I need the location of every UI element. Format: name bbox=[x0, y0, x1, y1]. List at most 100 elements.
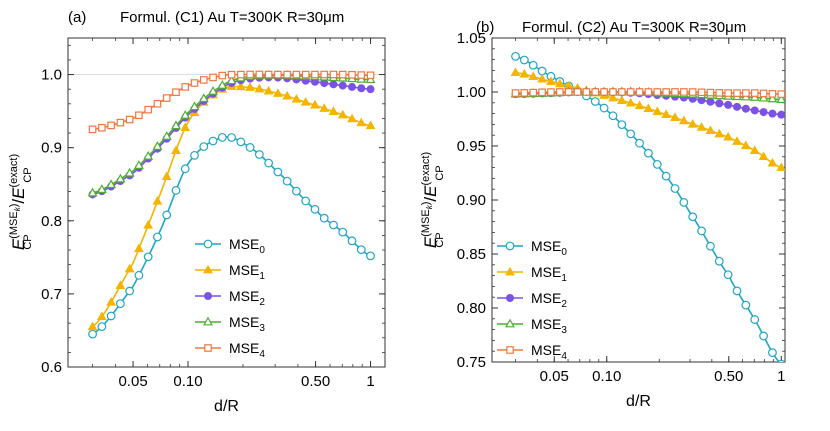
data-point bbox=[254, 150, 264, 159]
data-point bbox=[162, 210, 172, 220]
data-point bbox=[609, 88, 617, 96]
data-point bbox=[741, 104, 750, 113]
data-point bbox=[520, 89, 529, 97]
data-point bbox=[696, 122, 707, 131]
data-point bbox=[554, 78, 565, 88]
data-point bbox=[626, 129, 636, 139]
data-point bbox=[705, 125, 716, 134]
data-point bbox=[777, 90, 785, 98]
legend-label: MSE2 bbox=[531, 290, 567, 310]
data-point bbox=[135, 111, 143, 120]
data-point bbox=[310, 99, 320, 109]
data-point bbox=[715, 99, 724, 108]
data-point bbox=[115, 299, 125, 309]
x-tick-label: 1 bbox=[777, 368, 785, 385]
panel-label: (b) bbox=[476, 19, 494, 36]
data-point bbox=[366, 85, 375, 94]
x-axis-label: d/R bbox=[626, 393, 651, 410]
data-point bbox=[758, 151, 769, 161]
data-point bbox=[115, 173, 126, 183]
data-point bbox=[125, 286, 135, 296]
data-point bbox=[198, 93, 209, 103]
data-point bbox=[255, 70, 264, 79]
data-point bbox=[226, 75, 237, 85]
data-point bbox=[98, 123, 106, 132]
legend-label: MSE4 bbox=[229, 340, 265, 360]
y-tick-label: 0.85 bbox=[457, 246, 486, 263]
x-tick-label: 1 bbox=[366, 373, 374, 390]
data-point bbox=[134, 243, 144, 253]
y-axis-label-sub: CP bbox=[22, 234, 34, 249]
data-point bbox=[273, 167, 283, 177]
legend-label: MSE3 bbox=[229, 314, 265, 334]
y-tick-label: 0.6 bbox=[41, 359, 62, 376]
data-point bbox=[106, 179, 117, 189]
data-point bbox=[320, 70, 329, 79]
data-point bbox=[723, 270, 733, 280]
data-point bbox=[116, 118, 125, 127]
data-point bbox=[300, 97, 311, 106]
data-point bbox=[227, 133, 236, 142]
data-point bbox=[670, 184, 680, 193]
data-point bbox=[348, 70, 356, 79]
data-point bbox=[264, 158, 274, 168]
data-point bbox=[697, 226, 706, 236]
data-point bbox=[217, 80, 228, 89]
data-point bbox=[235, 81, 246, 91]
data-point bbox=[556, 88, 564, 96]
data-point bbox=[733, 102, 742, 111]
data-point bbox=[537, 66, 547, 76]
data-point bbox=[608, 92, 618, 102]
data-point bbox=[510, 67, 521, 76]
data-point bbox=[635, 138, 644, 148]
legend-label: MSE2 bbox=[229, 288, 265, 308]
data-point bbox=[768, 109, 777, 118]
x-tick-label: 0.10 bbox=[173, 373, 202, 390]
data-point bbox=[143, 220, 154, 229]
legend-label: MSE0 bbox=[531, 238, 567, 258]
data-point bbox=[338, 227, 348, 237]
data-point bbox=[768, 348, 777, 357]
data-point bbox=[106, 297, 117, 306]
y-tick-label: 0.9 bbox=[41, 140, 62, 157]
data-point bbox=[337, 109, 348, 119]
legend-marker bbox=[505, 293, 514, 302]
data-point bbox=[749, 145, 760, 154]
data-point bbox=[180, 122, 191, 132]
data-point bbox=[357, 84, 366, 93]
data-point bbox=[246, 70, 254, 79]
y-tick-label: 0.95 bbox=[457, 138, 486, 155]
panel-title: Formul. (C1) Au T=300K R=30μm bbox=[120, 9, 344, 26]
data-point bbox=[264, 70, 273, 79]
y-tick-label: 0.75 bbox=[457, 354, 486, 371]
data-point bbox=[742, 89, 750, 97]
data-point bbox=[88, 329, 97, 339]
data-point bbox=[777, 359, 785, 362]
y-tick-label: 0.90 bbox=[457, 192, 486, 209]
data-point bbox=[652, 159, 662, 169]
y-tick-label: 1.05 bbox=[457, 30, 486, 47]
data-point bbox=[750, 106, 759, 115]
data-point bbox=[573, 88, 582, 96]
data-point bbox=[347, 113, 357, 123]
data-point bbox=[144, 105, 152, 114]
y-axis-label-sub: CP bbox=[434, 232, 446, 247]
data-point bbox=[107, 121, 115, 130]
legend-marker bbox=[505, 266, 515, 276]
data-point bbox=[301, 196, 311, 206]
data-point bbox=[635, 88, 644, 96]
data-point bbox=[511, 89, 520, 97]
data-point bbox=[644, 148, 653, 158]
data-point bbox=[181, 83, 190, 91]
data-point bbox=[777, 110, 785, 119]
data-point bbox=[680, 88, 688, 96]
data-point bbox=[591, 88, 600, 96]
data-point bbox=[671, 88, 679, 96]
data-point bbox=[124, 263, 135, 273]
data-point bbox=[209, 73, 217, 82]
y-axis-label-sub: CP bbox=[434, 165, 446, 180]
data-point bbox=[199, 76, 208, 84]
y-tick-label: 0.7 bbox=[41, 286, 62, 303]
data-point bbox=[759, 108, 768, 117]
